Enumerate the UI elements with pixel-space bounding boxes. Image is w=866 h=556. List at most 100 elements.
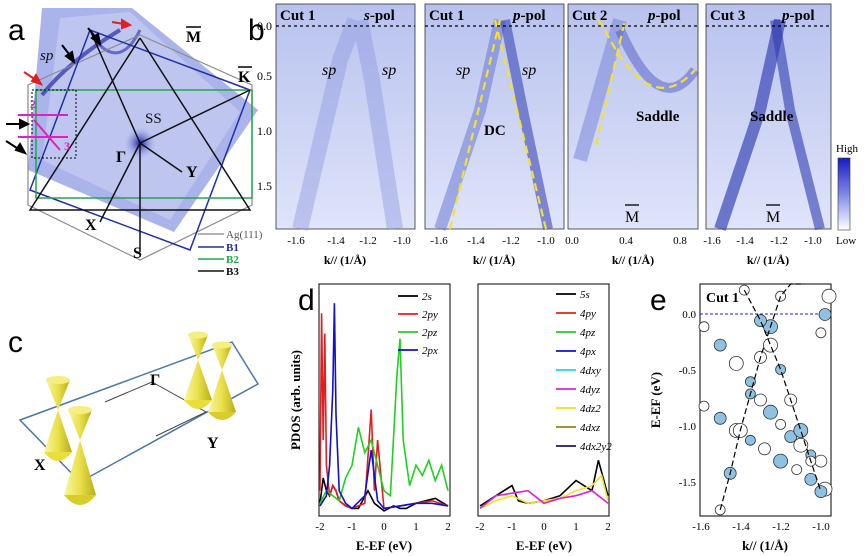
band-point-band-5 (818, 308, 832, 321)
panel-c-label: c (8, 326, 23, 359)
band-point-band-4 (763, 337, 778, 353)
x4-tick-2: -1.2 (770, 235, 787, 247)
panel-a: a (5, 8, 263, 278)
x4-tick-0: -1.6 (703, 235, 721, 247)
bands-title: Cut 1 (706, 291, 739, 306)
cut-3-label: 3 (64, 139, 70, 153)
x1-tick-2: -1.2 (359, 235, 376, 247)
cut1-s-title: Cut 1 (280, 8, 315, 24)
d-right-x-2: 0 (541, 521, 547, 533)
point-y-label: Y (186, 164, 198, 181)
x2-tick-0: -1.6 (430, 235, 448, 247)
cut3-m-label: M (766, 209, 780, 226)
pdos-left-frame (318, 283, 451, 517)
cut-box (31, 89, 77, 159)
x4-label: k// (1/Å) (747, 253, 789, 267)
legend-label-4pz: 4pz (580, 327, 596, 339)
panel-d: d PDOS (arb. units) 2s 2py 2pz 2px 5s 4py 4pz… (288, 283, 612, 553)
band-point-band-2 (745, 434, 756, 446)
band-point-band-2 (758, 442, 771, 456)
legend-label-2s: 2s (422, 291, 432, 303)
bands-xlabel: k// (1/Å) (742, 538, 788, 553)
band-point-band-5 (821, 288, 837, 304)
legend-label-4dxy: 4dxy (580, 365, 601, 377)
x4-tick-3: -1.0 (804, 235, 822, 247)
legend-label-4dz2: 4dz2 (580, 403, 601, 415)
band-point-band-3 (714, 504, 726, 516)
bands-y-ticks: 0.0 -0.5 -1.0 -1.5 (679, 309, 697, 489)
legend-b2-label: B2 (226, 254, 239, 266)
sp-band-contour (40, 28, 122, 97)
e-x-3: -1.0 (812, 521, 830, 533)
pdos-series-2px (319, 303, 449, 510)
panel-c: c Γ Y X (8, 326, 260, 505)
d-right-x-4: 2 (605, 521, 611, 533)
bands-plot (698, 283, 837, 516)
red-arrow-icon (23, 18, 133, 86)
e-y-1: -0.5 (679, 365, 697, 377)
cut-2-label: 2 (30, 97, 36, 111)
pdos-right-xlabel: E-EF (eV) (516, 538, 572, 553)
point-m-label: M (186, 29, 201, 46)
band-point-band-2 (791, 464, 803, 476)
band-point-band-5 (815, 327, 827, 339)
e-y-0: 0.0 (682, 309, 696, 321)
sp-label: sp (40, 48, 54, 64)
ss-label: SS (145, 111, 162, 127)
dirac-cone-guide (448, 19, 548, 230)
sp-band-guide (594, 19, 627, 146)
cut1-s-pol: s-pol (363, 8, 395, 24)
pdos-ylabel: PDOS (arb. units) (288, 350, 303, 450)
pdos-series-4dz2 (479, 473, 609, 510)
b2-bz (35, 89, 253, 199)
arpes-cut3-p (705, 3, 832, 231)
cut3-p-pol: p-pol (780, 8, 815, 24)
saddle-band-guide (597, 19, 696, 89)
point-s-label: S (133, 245, 142, 262)
arpes-x-axis: -1.6 -1.4 -1.2 -1.0 -1.6 -1.4 -1.2 -1.0 … (287, 235, 822, 247)
cut2-saddle-label: Saddle (636, 109, 680, 125)
e-x-1: -1.4 (732, 521, 750, 533)
arpes-cut2-p (567, 3, 700, 230)
x1-tick-1: -1.4 (327, 235, 345, 247)
legend-label-5s: 5s (580, 289, 590, 301)
ag111-bz (27, 34, 253, 261)
panel-b-label: b (248, 14, 265, 47)
cut1-p-title: Cut 1 (429, 8, 464, 24)
dc-label: DC (484, 123, 506, 139)
cut2-p-title: Cut 2 (572, 8, 607, 24)
legend-label-4px: 4px (580, 346, 596, 358)
panel-e-label: e (650, 284, 667, 317)
legend-label-4dyz: 4dyz (580, 384, 601, 396)
d-left-x-2: 0 (381, 521, 387, 533)
d-left-x-3: 1 (413, 521, 419, 533)
cut3-p-title: Cut 3 (710, 8, 745, 24)
cut1-p-sp-left: sp (456, 62, 470, 79)
cut1-p-sp-right: sp (522, 62, 536, 79)
legend-label-2py: 2py (422, 309, 438, 321)
legend-ag-label: Ag(111) (226, 229, 263, 241)
pdos-x-ticks: -2 -1 0 1 2 -2 -1 0 1 2 (315, 521, 610, 533)
pdos-series-4dyz (479, 489, 609, 510)
band-point-band-4 (754, 314, 767, 328)
x2-tick-2: -1.2 (502, 235, 519, 247)
x3-tick-0: 0.0 (565, 235, 579, 247)
pdos-series-2pz (319, 338, 449, 504)
pdos-right-legend: 5s 4py 4pz 4px 4dxy 4dyz 4dz2 4dxz 4dx2y2 (556, 289, 612, 453)
point-gamma-label: Γ (116, 149, 126, 166)
x4-tick-1: -1.4 (736, 235, 754, 247)
y-tick-0: 0.0 (257, 19, 272, 33)
x2-label: k// (1/Å) (473, 253, 515, 267)
legend-label-4dxz: 4dxz (580, 422, 601, 434)
e-y-3: -1.5 (679, 477, 697, 489)
c-x-label: X (34, 457, 46, 474)
c-y-label: Y (207, 435, 219, 452)
pdos-left-plot (319, 303, 449, 512)
band-point-band-2 (773, 453, 788, 469)
band-point-band-4 (775, 364, 786, 375)
d-left-x-4: 2 (445, 521, 451, 533)
e-x-2: -1.2 (772, 521, 789, 533)
panel-e: e Cut 1 0.0 -0.5 -1.0 -1.5 -1.6 -1.4 -1.… (648, 283, 837, 553)
x1-label: k// (1/Å) (324, 253, 366, 267)
e-x-0: -1.6 (692, 521, 710, 533)
